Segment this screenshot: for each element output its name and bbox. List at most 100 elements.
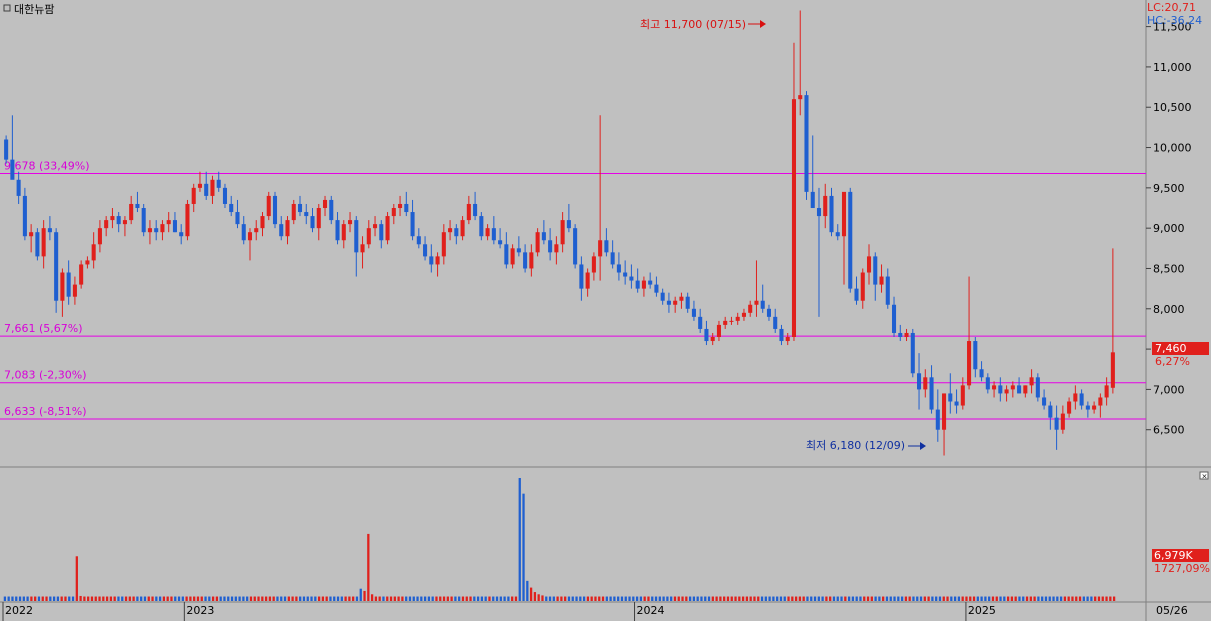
volume-bar	[1006, 596, 1010, 601]
volume-bar	[79, 595, 82, 601]
volume-bar	[730, 596, 733, 601]
volume-bar	[208, 596, 211, 601]
candle-body	[4, 139, 9, 160]
candle-body	[917, 373, 922, 390]
volume-bar	[355, 596, 359, 601]
volume-bar	[919, 596, 923, 601]
volume-bar	[825, 596, 828, 601]
volume-bar	[246, 596, 249, 601]
candle-body	[291, 203, 296, 221]
candle-body	[110, 216, 115, 221]
volume-bar	[113, 596, 116, 601]
level-label: 6,633 (-8,51%)	[4, 405, 86, 418]
candle-body	[316, 208, 321, 229]
volume-bar	[605, 596, 608, 601]
volume-bar	[734, 596, 737, 601]
candle-body	[823, 195, 828, 217]
candle-body	[191, 187, 196, 204]
volume-bar	[151, 596, 154, 601]
volume-bar	[787, 596, 790, 601]
volume-bar	[200, 596, 203, 601]
volume-bar	[882, 596, 885, 601]
candle-body	[1060, 413, 1065, 430]
volume-bar	[617, 596, 620, 601]
volume-bar	[817, 596, 820, 601]
volume-bar	[1014, 596, 1017, 601]
volume-bar	[866, 596, 870, 601]
volume-bar	[344, 596, 347, 601]
candle-body	[942, 393, 947, 430]
volume-bar	[321, 596, 325, 601]
volume-bar	[821, 596, 824, 601]
volume-bar	[1112, 596, 1116, 601]
high-annotation: 최고 11,700 (07/15)	[640, 18, 746, 31]
volume-bar	[435, 596, 438, 601]
candle-body	[1085, 405, 1090, 410]
volume-bar	[999, 596, 1002, 601]
candle-body	[660, 292, 665, 301]
panel-close-icon[interactable]	[1199, 471, 1209, 480]
volume-bar	[427, 596, 431, 601]
candle-body	[322, 199, 328, 209]
volume-bar	[594, 596, 597, 601]
volume-bar	[397, 596, 400, 601]
volume-bar	[942, 596, 945, 601]
volume-bar	[299, 596, 302, 601]
volume-bar	[1025, 596, 1029, 601]
volume-change-label: 1727,09%	[1154, 562, 1210, 575]
volume-bar	[810, 596, 813, 601]
volume-bar	[234, 596, 237, 601]
candle-body	[448, 228, 453, 233]
candle-body	[116, 216, 121, 225]
volume-bar	[348, 596, 351, 601]
candle-body	[216, 179, 221, 188]
candle-body	[241, 224, 246, 241]
volume-bar	[715, 596, 718, 601]
volume-bar	[552, 596, 555, 601]
volume-bar	[204, 596, 207, 601]
volume-bar	[609, 596, 612, 601]
candle-body	[254, 228, 259, 233]
candle-body	[679, 296, 684, 301]
candle-body	[247, 232, 253, 241]
volume-bar	[124, 596, 128, 601]
volume-bar	[601, 596, 605, 601]
volume-bar	[295, 596, 298, 601]
candle-body	[410, 212, 415, 237]
volume-bar	[916, 596, 919, 601]
candle-body	[1092, 405, 1097, 410]
volume-bar	[268, 596, 272, 601]
volume-bar	[900, 596, 904, 601]
volume-bar	[791, 596, 794, 601]
candle-body	[548, 240, 553, 253]
volume-bar	[287, 596, 290, 601]
candle-body	[673, 300, 678, 305]
volume-bar	[34, 596, 37, 601]
volume-bar	[844, 596, 847, 601]
candle-body	[266, 195, 271, 217]
candle-body	[798, 95, 803, 100]
collapse-square-icon[interactable]	[3, 4, 11, 12]
volume-bar	[1059, 596, 1063, 601]
candle-body	[379, 224, 384, 241]
volume-bar	[450, 596, 453, 601]
volume-bar	[488, 596, 491, 601]
candle-body	[891, 304, 897, 333]
volume-bar	[177, 596, 181, 601]
volume-bar	[719, 596, 722, 601]
candle-body	[16, 179, 21, 196]
volume-bar	[764, 596, 767, 601]
candle-body	[810, 191, 815, 209]
candle-body	[35, 232, 40, 257]
volume-bar	[405, 596, 408, 601]
candle-body	[222, 187, 228, 204]
volume-bar	[700, 596, 703, 601]
volume-bar	[908, 596, 911, 601]
volume-bar	[1052, 596, 1055, 601]
candle-body	[185, 203, 190, 237]
volume-bar	[325, 596, 328, 601]
volume-bar	[988, 596, 991, 601]
candle-body	[416, 236, 421, 245]
